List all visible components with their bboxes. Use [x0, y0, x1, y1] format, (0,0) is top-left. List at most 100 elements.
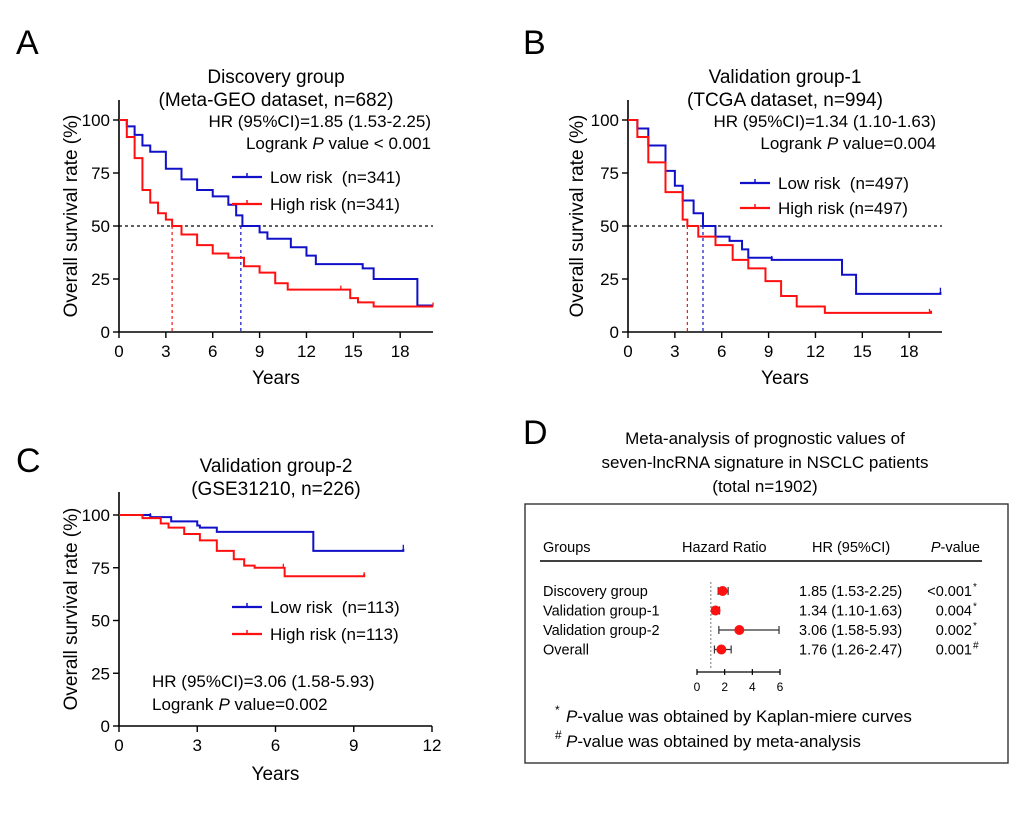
y-tick-label: 25 — [91, 270, 110, 289]
row-hr-ci: 1.34 (1.10-1.63) — [799, 604, 902, 620]
x-tick-label: 6 — [271, 736, 280, 755]
hr-annotation: HR (95%CI)=1.85 (1.53-2.25) — [208, 112, 431, 131]
row-group-name: Overall — [543, 643, 589, 659]
row-hr-ci: 1.85 (1.53-2.25) — [799, 584, 902, 600]
chart-title: (TCGA dataset, n=994) — [687, 90, 883, 111]
x-tick-label: 12 — [423, 736, 442, 755]
logrank-annotation: Logrank P value=0.002 — [152, 695, 328, 714]
logrank-value: value < 0.001 — [324, 134, 431, 153]
footnote-mark: * — [555, 703, 560, 717]
legend-label-high: High risk (n=497) — [778, 199, 908, 218]
y-tick-label: 100 — [82, 506, 110, 525]
p-symbol: P — [312, 134, 324, 153]
row-hr-ci: 1.76 (1.26-2.47) — [799, 643, 902, 659]
x-tick-label: 12 — [297, 342, 316, 361]
forest-x-tick-label: 4 — [749, 680, 756, 694]
x-axis-label: Years — [761, 368, 809, 389]
x-axis-label: Years — [252, 368, 300, 389]
logrank-value: value=0.002 — [230, 695, 328, 714]
p-symbol: P — [566, 732, 578, 751]
legend-label-low: Low risk (n=497) — [778, 174, 909, 193]
survival-curve-high — [119, 514, 366, 578]
y-tick-label: 0 — [101, 717, 110, 736]
row-group-name: Validation group-1 — [543, 604, 660, 620]
x-tick-label: 18 — [391, 342, 410, 361]
x-tick-label: 0 — [623, 342, 632, 361]
forest-panel-d: Meta-analysis of prognostic values of sev… — [524, 429, 1009, 764]
chart-title: (Meta-GEO dataset, n=682) — [159, 90, 394, 111]
row-hr-ci: 3.06 (1.58-5.93) — [799, 623, 902, 639]
y-tick-label: 75 — [91, 559, 110, 578]
hr-point — [734, 625, 745, 635]
x-tick-label: 0 — [114, 342, 123, 361]
x-tick-label: 12 — [806, 342, 825, 361]
y-axis-label: Overall survival rate (%) — [567, 115, 588, 318]
p-symbol: P — [218, 695, 230, 714]
y-tick-label: 25 — [600, 270, 619, 289]
p-value-suffix: -value — [941, 540, 981, 556]
header-groups: Groups — [543, 540, 591, 556]
footnote-text: -value was obtained by Kaplan-miere curv… — [577, 707, 912, 726]
forest-x-tick-label: 2 — [721, 680, 728, 694]
p-symbol: P — [827, 134, 839, 153]
x-tick-label: 18 — [900, 342, 919, 361]
header-hr-ci: HR (95%CI) — [812, 540, 890, 556]
panel-letter-c: C — [16, 442, 41, 480]
x-tick-label: 9 — [764, 342, 773, 361]
row-p-value: 0.001 — [936, 643, 972, 659]
km-panel-a: Discovery group(Meta-GEO dataset, n=682)… — [61, 67, 434, 389]
legend-label-low: Low risk (n=341) — [270, 168, 401, 187]
chart-title: (GSE31210, n=226) — [191, 479, 361, 500]
chart-title: Validation group-2 — [200, 456, 353, 477]
row-group-name: Discovery group — [543, 584, 648, 600]
p-symbol: P — [931, 540, 941, 556]
panel-letter-b: B — [523, 24, 546, 62]
footnote-mark: # — [555, 728, 562, 742]
y-tick-label: 50 — [91, 612, 110, 631]
forest-x-tick-label: 0 — [694, 680, 701, 694]
x-tick-label: 3 — [161, 342, 170, 361]
row-p-mark: * — [973, 582, 977, 593]
y-tick-label: 100 — [591, 111, 619, 130]
header-hazard-ratio: Hazard Ratio — [682, 540, 767, 556]
p-symbol: P — [566, 707, 578, 726]
forest-row: Overall 1.76 (1.26-2.47) 0.001 # — [543, 641, 979, 659]
row-p-value: <0.001 — [927, 584, 972, 600]
row-p-value: 0.002 — [936, 623, 972, 639]
km-panel-b: Validation group-1(TCGA dataset, n=994) 0… — [567, 67, 942, 389]
legend-label-high: High risk (n=341) — [270, 195, 400, 214]
hr-annotation: HR (95%CI)=3.06 (1.58-5.93) — [152, 672, 375, 691]
forest-box — [524, 503, 1009, 764]
forest-row: Discovery group 1.85 (1.53-2.25) <0.001 * — [543, 582, 977, 600]
logrank-word: Logrank — [246, 134, 308, 153]
x-tick-label: 3 — [670, 342, 679, 361]
logrank-annotation: Logrank P value < 0.001 — [246, 134, 431, 153]
y-tick-label: 0 — [610, 323, 619, 342]
logrank-word: Logrank — [152, 695, 214, 714]
survival-curve-high — [119, 119, 433, 308]
x-tick-label: 3 — [193, 736, 202, 755]
y-tick-label: 50 — [91, 217, 110, 236]
forest-row: Validation group-2 3.06 (1.58-5.93) 0.002 * — [543, 621, 977, 639]
x-tick-label: 15 — [344, 342, 363, 361]
logrank-word: Logrank — [760, 134, 822, 153]
row-p-value: 0.004 — [936, 604, 972, 620]
x-tick-label: 15 — [853, 342, 872, 361]
y-axis-label: Overall survival rate (%) — [61, 115, 82, 318]
legend-label-low: Low risk (n=113) — [270, 598, 400, 617]
survival-curve-high — [628, 119, 933, 314]
km-panel-c: Validation group-2(GSE31210, n=226) 0 25 50… — [61, 456, 441, 785]
x-axis-label: Years — [252, 764, 300, 785]
y-axis-label: Overall survival rate (%) — [61, 508, 82, 711]
row-p-mark: * — [973, 621, 977, 632]
forest-row: Validation group-1 1.34 (1.10-1.63) 0.004 * — [543, 602, 977, 620]
x-tick-label: 6 — [208, 342, 217, 361]
y-tick-label: 50 — [600, 217, 619, 236]
hr-annotation: HR (95%CI)=1.34 (1.10-1.63) — [713, 112, 936, 131]
row-p-mark: * — [973, 602, 977, 613]
legend-label-high: High risk (n=113) — [270, 625, 399, 644]
y-tick-label: 75 — [91, 164, 110, 183]
x-tick-label: 0 — [114, 736, 123, 755]
